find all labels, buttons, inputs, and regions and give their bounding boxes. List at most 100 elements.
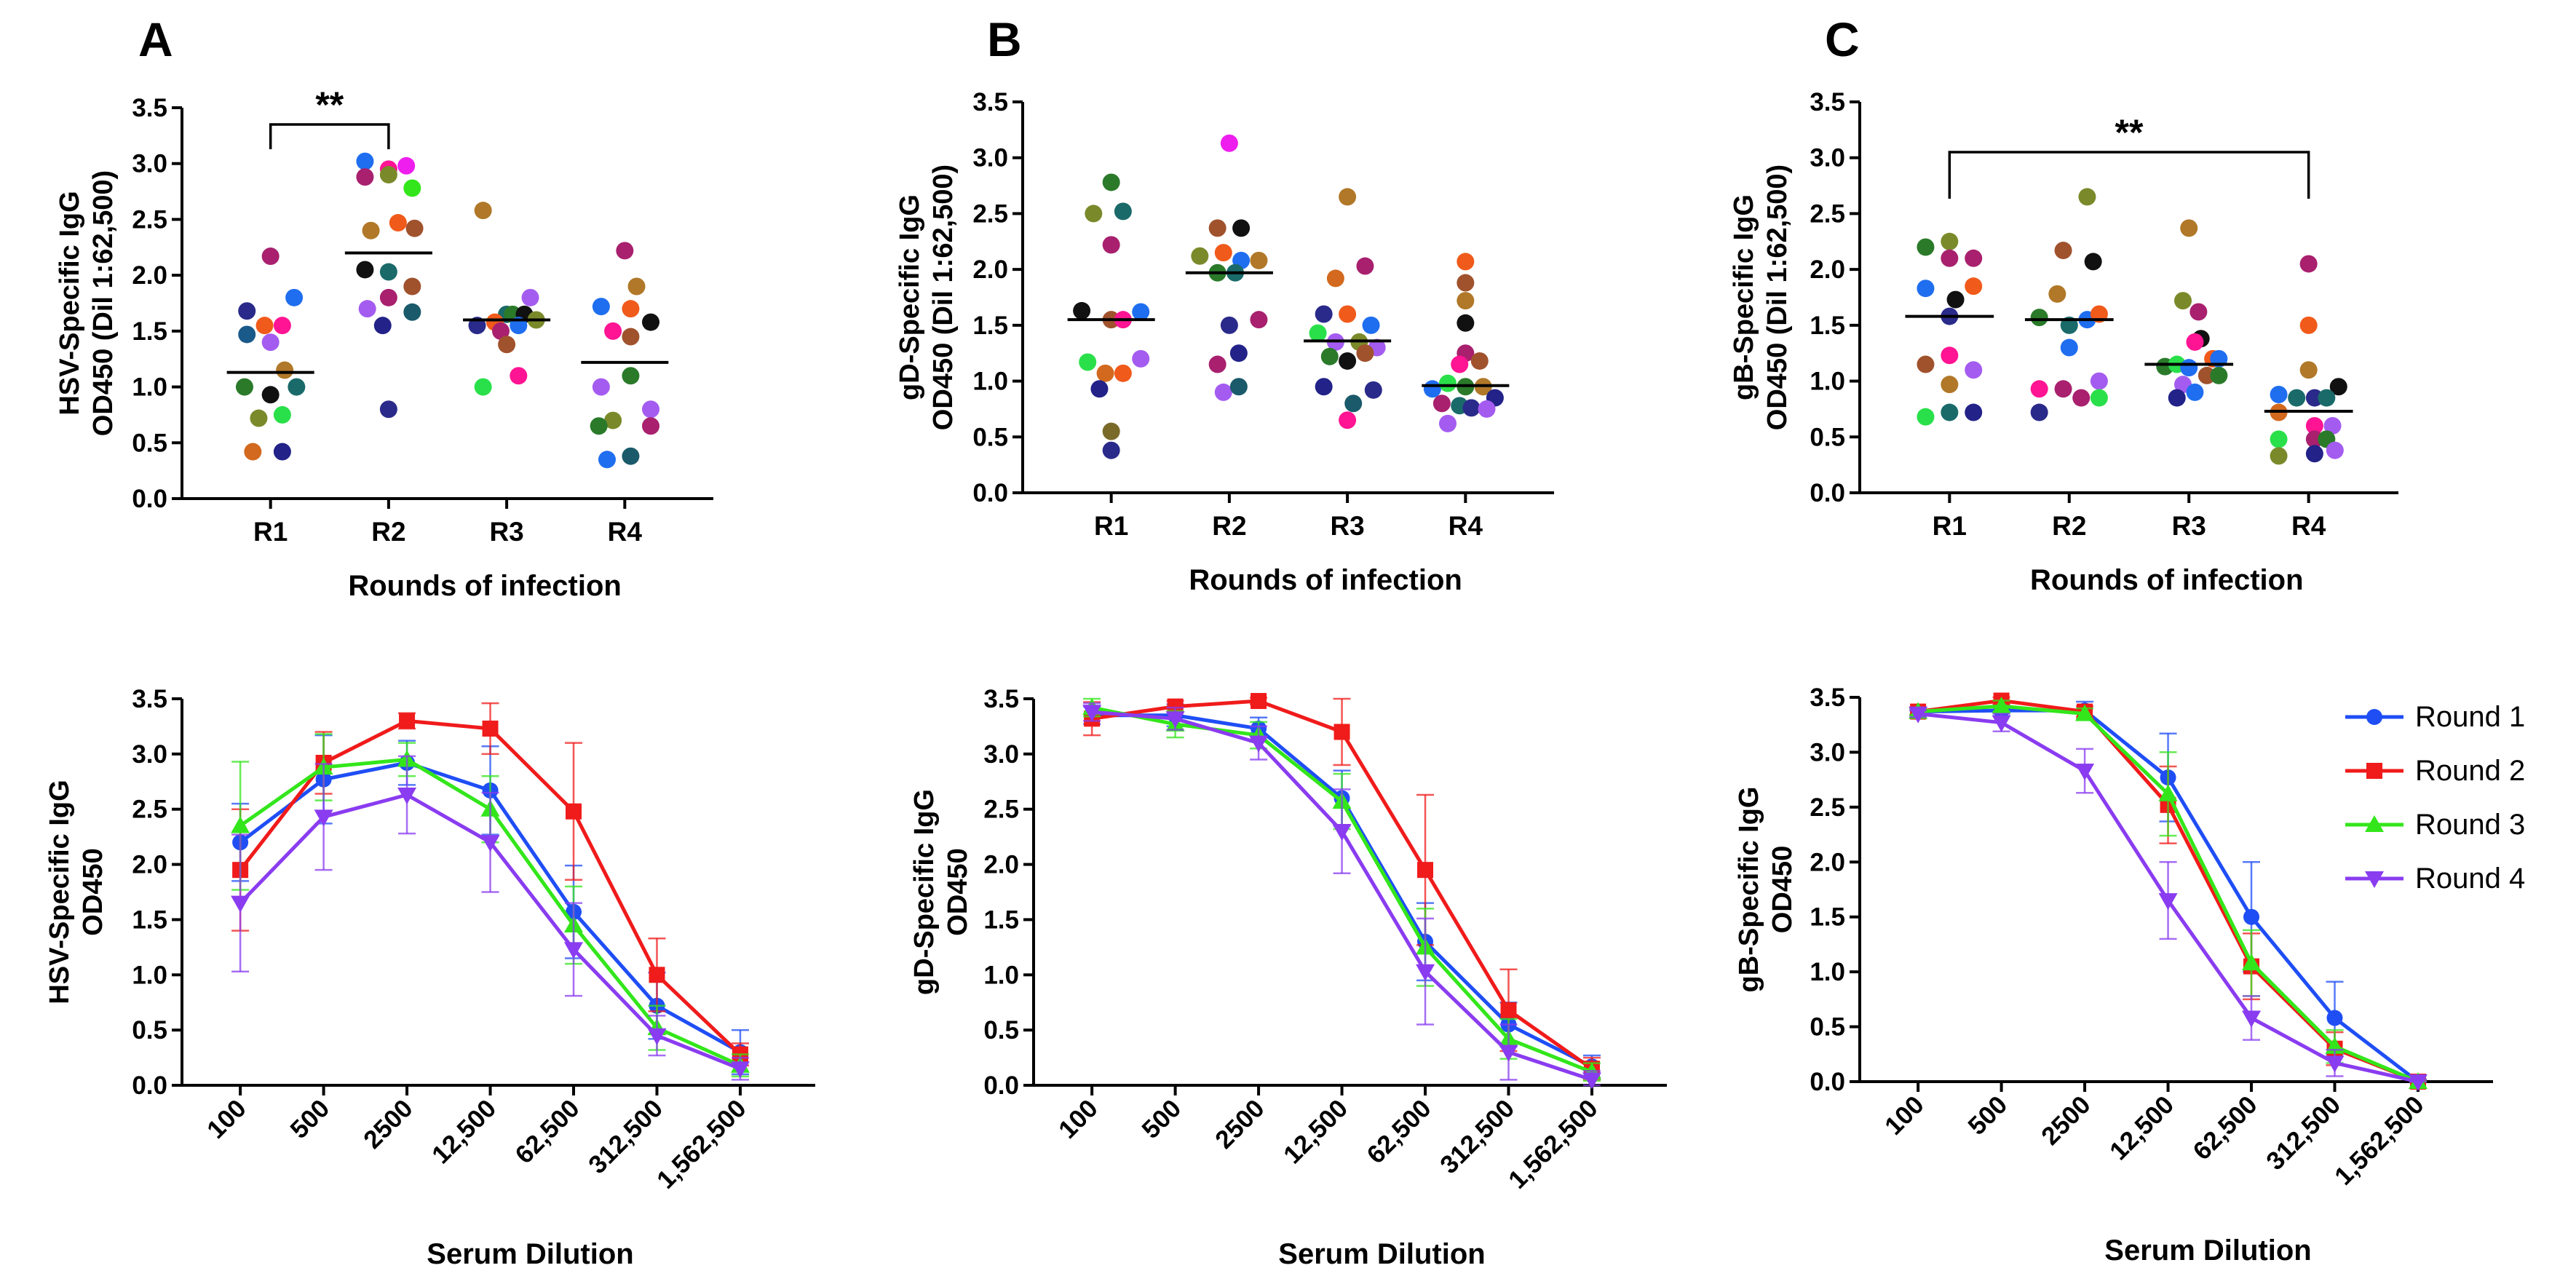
legend-label-round-1: Round 1 [2415,701,2525,733]
data-point [1439,374,1457,392]
data-point [238,302,256,320]
data-point [288,378,306,396]
data-point [261,333,280,352]
y-axis-title: gB-Specific IgG OD450 [1734,787,1798,993]
data-point [2030,380,2048,398]
x-axis-title: Rounds of infection [1189,564,1462,596]
x-tick-label: R3 [1330,511,1364,541]
x-tick-label: R4 [1448,511,1483,541]
data-point [622,328,640,346]
data-point [379,288,397,306]
legend-marker-round-3 [2365,815,2384,832]
y-tick-label: 0.0 [1810,1068,1845,1096]
x-tick-label: 312,500 [2261,1090,2346,1176]
data-point [379,263,397,281]
y-tick-label: 3.5 [1810,683,1845,712]
data-point [1132,349,1150,368]
y-tick-label: 2.5 [132,796,167,824]
marker-round-4 [1909,706,1928,724]
data-point [1208,355,1226,373]
data-point [1309,324,1327,342]
marker-round-4 [2158,893,2178,911]
marker-round-2 [399,713,416,729]
y-tick-label: 3.5 [972,88,1008,116]
data-point [1432,395,1451,413]
data-point [356,168,374,186]
data-point [590,417,608,435]
data-point [1315,305,1333,323]
data-point [1457,292,1475,310]
y-axis-title-line: OD450 [943,848,973,935]
data-point [2318,389,2336,407]
data-point [1229,378,1248,396]
y-tick-label: 3.0 [1810,144,1845,173]
data-point [273,405,291,424]
data-point [2305,445,2323,463]
x-axis-title: Rounds of infection [2030,564,2304,596]
y-tick-label: 1.0 [132,961,167,989]
data-point [1362,316,1380,334]
data-point [498,336,516,354]
y-axis-title: HSV-Specific IgG OD450 (Dil 1:62,500) [55,170,119,436]
data-point [2305,416,2323,435]
marker-round-4 [2325,1055,2345,1073]
data-point [1326,269,1344,288]
y-axis-title: gD-Specific IgG OD450 (Dil 1:62,500) [895,165,959,430]
data-point [2180,219,2198,237]
y-tick-label: 0.0 [1810,479,1845,507]
y-tick-label: 2.0 [1810,848,1845,876]
data-point [1356,257,1374,275]
y-axis-title-line: gD-Specific IgG [895,194,925,400]
y-tick-label: 3.0 [1810,738,1845,766]
data-point [642,417,660,435]
data-point [2054,242,2072,260]
y-tick-label: 3.5 [1810,88,1845,116]
y-tick-label: 2.0 [132,261,167,290]
y-tick-label: 3.5 [132,94,167,122]
x-tick-label: 312,500 [1435,1094,1520,1179]
data-point [2030,309,2048,327]
y-tick-label: 2.5 [132,205,167,234]
series-round-4 [231,755,750,1081]
data-point [403,303,421,321]
data-point [622,367,640,385]
marker-round-3 [1992,697,2011,714]
y-axis-title-line: gB-Specific IgG [1734,787,1764,993]
y-tick-label: 1.5 [1810,312,1845,340]
data-point [397,156,416,175]
data-point [1191,247,1209,265]
marker-round-2 [649,967,665,983]
data-point [356,152,374,170]
data-point [1339,352,1357,370]
data-point [1941,232,1959,250]
data-point [2078,188,2096,206]
data-point [362,221,380,239]
marker-round-4 [1082,705,1102,722]
data-point [1339,305,1357,323]
data-point [1941,376,1959,394]
x-tick-label: R4 [2291,511,2326,541]
data-point [1132,303,1150,321]
data-point [1114,202,1132,221]
legend-item-round-3: Round 3 [2345,809,2525,841]
marker-round-4 [1992,715,2011,732]
y-tick-label: 1.5 [132,317,167,346]
series-round-3 [231,733,750,1078]
y-tick-label: 1.0 [132,373,167,402]
y-axis-title: gB-Specific IgG OD450 (Dil 1:62,500) [1729,165,1793,430]
y-tick-label: 2.5 [1810,793,1845,822]
data-point [1208,219,1226,237]
data-point [642,313,660,331]
y-axis-title-line: OD450 [1767,846,1798,933]
marker-round-2 [1500,1002,1517,1018]
scatter-chart-c: 0.0 0.5 1.0 1.5 2.0 2.5 3.0 3.5 gB-Specific IgG O… [1729,88,2398,596]
data-point [2090,372,2108,390]
data-point [379,166,397,184]
y-axis-title-line: HSV-Specific IgG [44,780,75,1004]
x-tick-label: 12,500 [427,1094,502,1169]
data-point [1114,364,1132,382]
x-tick-label: 2500 [1210,1094,1270,1154]
x-tick-label: 12,500 [1278,1094,1353,1169]
significance-label: ** [2115,112,2144,153]
